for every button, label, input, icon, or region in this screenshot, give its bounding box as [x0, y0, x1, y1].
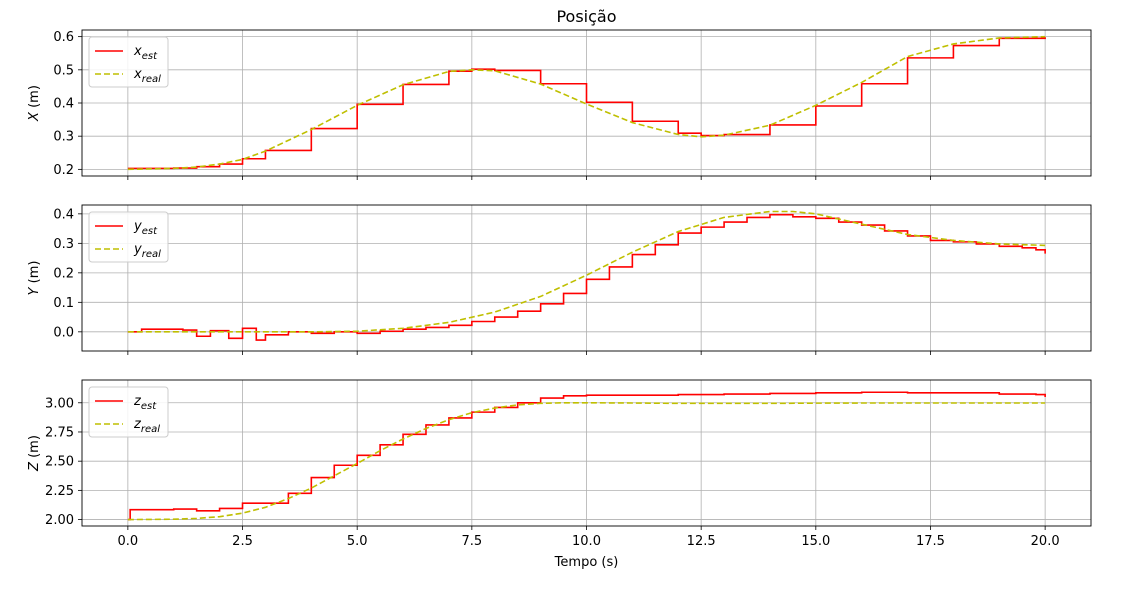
subplot-z: 0.0 2.5 5.0 7.5 10.0 12.5 15.0 17.5 20.0 2.00 2.25… [27, 379, 1092, 549]
x-tick-label: 0.0 [118, 534, 139, 549]
legend-label-base: x [133, 67, 142, 82]
y-tick-label: 0.2 [53, 163, 74, 178]
y-tick-label: 0.6 [53, 30, 74, 45]
y-axis-label-unit: (m) [27, 85, 42, 112]
legend-label-sub: real [142, 249, 161, 260]
y-axis-label-var: X [27, 111, 42, 122]
y-tick-label: 2.50 [45, 455, 74, 470]
x-tick-label: 7.5 [461, 534, 482, 549]
y-axis-label-unit: (m) [27, 435, 42, 462]
y-axis-label: Z (m) [27, 435, 42, 472]
y-tick-label: 0.5 [53, 63, 74, 78]
legend-label-z-real: zreal [133, 417, 160, 435]
legend-label-y-real: yreal [133, 242, 161, 260]
legend-label-base: y [133, 242, 142, 257]
legend-label-base: x [133, 44, 142, 59]
series-line-x-real [127, 35, 1046, 171]
x-tick-label: 17.5 [916, 534, 945, 549]
legend-label-x-real: xreal [133, 67, 161, 85]
y-tick-label: 2.25 [45, 484, 74, 499]
series-line-z-est [127, 391, 1046, 521]
y-axis-label-var: Y [27, 286, 42, 295]
y-axis-label: X (m) [27, 85, 42, 122]
x-tick-label: 20.0 [1031, 534, 1060, 549]
y-tick-label: 0.0 [53, 325, 74, 340]
legend-label-sub: real [142, 74, 161, 85]
x-tick-label: 15.0 [801, 534, 830, 549]
x-axis-label: Tempo (s) [554, 555, 619, 570]
y-axis-label-unit: (m) [27, 261, 42, 288]
subplots-group: 0.20.30.40.50.6X (m)xestxreal0.00.10.20.… [27, 29, 1092, 549]
y-tick-label: 0.2 [53, 266, 74, 281]
legend-label-z-est: zest [133, 394, 157, 412]
figure-title: Posição [556, 7, 616, 26]
x-tick-label: 2.5 [232, 534, 253, 549]
legend-label-base: z [133, 417, 142, 432]
y-tick-label: 2.75 [45, 425, 74, 440]
y-tick-label: 0.3 [53, 130, 74, 145]
y-tick-label: 0.3 [53, 237, 74, 252]
legend-label-sub: est [142, 226, 158, 237]
y-tick-label: 3.00 [45, 396, 74, 411]
x-tick-label: 12.5 [687, 534, 716, 549]
y-tick-label: 2.00 [45, 513, 74, 528]
legend-label-x-est: xest [133, 44, 158, 62]
legend-label-y-est: yest [133, 219, 158, 237]
legend-label-sub: real [141, 424, 160, 435]
series-line-y-real [127, 210, 1046, 333]
legend-label-sub: est [142, 51, 158, 62]
y-tick-label: 0.4 [53, 207, 74, 222]
y-axis-label-var: Z [27, 461, 42, 472]
legend-label-base: z [133, 394, 142, 409]
y-tick-label: 0.4 [53, 97, 74, 112]
y-tick-label: 0.1 [53, 296, 74, 311]
y-axis-label: Y (m) [27, 261, 42, 296]
x-tick-label: 10.0 [572, 534, 601, 549]
legend-label-sub: est [141, 401, 157, 412]
legend-label-base: y [133, 219, 142, 234]
x-tick-label: 5.0 [347, 534, 368, 549]
